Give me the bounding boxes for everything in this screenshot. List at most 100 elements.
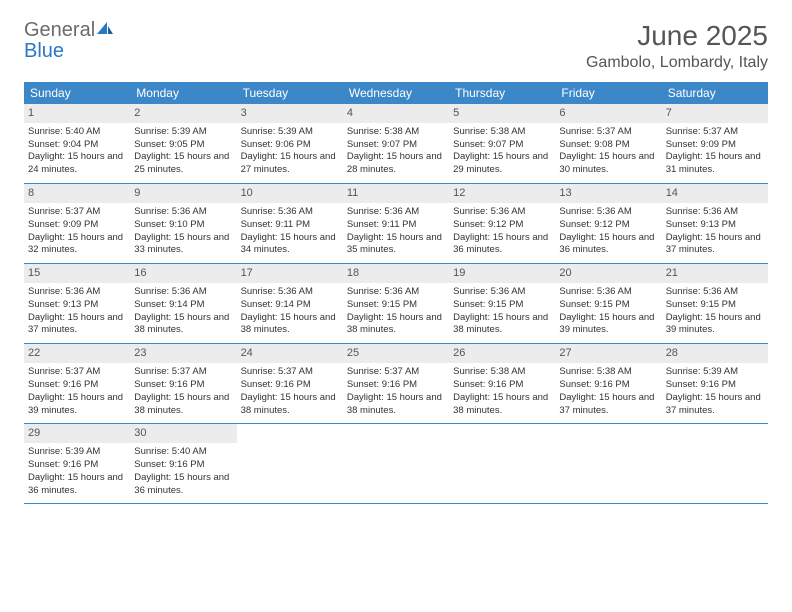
day-daylight: Daylight: 15 hours and 38 minutes. bbox=[347, 312, 445, 338]
weekday-header: Saturday bbox=[662, 82, 768, 104]
calendar-day: 30Sunrise: 5:40 AMSunset: 9:16 PMDayligh… bbox=[130, 424, 236, 503]
title-block: June 2025 Gambolo, Lombardy, Italy bbox=[586, 20, 768, 72]
day-daylight: Daylight: 15 hours and 37 minutes. bbox=[666, 232, 764, 258]
weekday-header: Thursday bbox=[449, 82, 555, 104]
day-sunset: Sunset: 9:16 PM bbox=[666, 379, 764, 392]
day-daylight: Daylight: 15 hours and 38 minutes. bbox=[241, 312, 339, 338]
calendar-week: 29Sunrise: 5:39 AMSunset: 9:16 PMDayligh… bbox=[24, 424, 768, 504]
calendar-day: 1Sunrise: 5:40 AMSunset: 9:04 PMDaylight… bbox=[24, 104, 130, 183]
day-number: 29 bbox=[24, 424, 130, 443]
day-sunrise: Sunrise: 5:36 AM bbox=[559, 206, 657, 219]
day-sunset: Sunset: 9:16 PM bbox=[28, 459, 126, 472]
calendar: Sunday Monday Tuesday Wednesday Thursday… bbox=[24, 82, 768, 504]
calendar-day: 8 Sunrise: 5:37 AMSunset: 9:09 PMDaylight… bbox=[24, 184, 130, 263]
day-number: 14 bbox=[662, 184, 768, 203]
weekday-header: Sunday bbox=[24, 82, 130, 104]
day-daylight: Daylight: 15 hours and 39 minutes. bbox=[559, 312, 657, 338]
calendar-day: 3Sunrise: 5:39 AMSunset: 9:06 PMDaylight… bbox=[237, 104, 343, 183]
calendar-week: 1Sunrise: 5:40 AMSunset: 9:04 PMDaylight… bbox=[24, 104, 768, 184]
calendar-day: 15Sunrise: 5:36 AMSunset: 9:13 PMDayligh… bbox=[24, 264, 130, 343]
day-sunset: Sunset: 9:16 PM bbox=[241, 379, 339, 392]
calendar-day-empty bbox=[343, 424, 449, 503]
day-daylight: Daylight: 15 hours and 39 minutes. bbox=[666, 312, 764, 338]
day-sunrise: Sunrise: 5:36 AM bbox=[134, 286, 232, 299]
weekday-header: Tuesday bbox=[237, 82, 343, 104]
day-daylight: Daylight: 15 hours and 38 minutes. bbox=[134, 392, 232, 418]
day-number: 12 bbox=[449, 184, 555, 203]
day-sunset: Sunset: 9:16 PM bbox=[559, 379, 657, 392]
calendar-day: 9Sunrise: 5:36 AMSunset: 9:10 PMDaylight… bbox=[130, 184, 236, 263]
month-title: June 2025 bbox=[586, 20, 768, 52]
day-number: 13 bbox=[555, 184, 661, 203]
day-daylight: Daylight: 15 hours and 36 minutes. bbox=[453, 232, 551, 258]
calendar-day-empty bbox=[449, 424, 555, 503]
day-sunrise: Sunrise: 5:37 AM bbox=[28, 206, 126, 219]
day-sunrise: Sunrise: 5:36 AM bbox=[241, 286, 339, 299]
day-number: 25 bbox=[343, 344, 449, 363]
calendar-day: 13Sunrise: 5:36 AMSunset: 9:12 PMDayligh… bbox=[555, 184, 661, 263]
day-sunset: Sunset: 9:14 PM bbox=[134, 299, 232, 312]
day-sunrise: Sunrise: 5:39 AM bbox=[666, 366, 764, 379]
day-sunrise: Sunrise: 5:37 AM bbox=[28, 366, 126, 379]
calendar-week: 15Sunrise: 5:36 AMSunset: 9:13 PMDayligh… bbox=[24, 264, 768, 344]
day-sunset: Sunset: 9:16 PM bbox=[28, 379, 126, 392]
calendar-day: 7Sunrise: 5:37 AMSunset: 9:09 PMDaylight… bbox=[662, 104, 768, 183]
calendar-day: 10Sunrise: 5:36 AMSunset: 9:11 PMDayligh… bbox=[237, 184, 343, 263]
day-sunset: Sunset: 9:15 PM bbox=[666, 299, 764, 312]
day-sunrise: Sunrise: 5:39 AM bbox=[241, 126, 339, 139]
day-daylight: Daylight: 15 hours and 32 minutes. bbox=[28, 232, 126, 258]
day-sunset: Sunset: 9:15 PM bbox=[347, 299, 445, 312]
day-sunrise: Sunrise: 5:37 AM bbox=[666, 126, 764, 139]
day-daylight: Daylight: 15 hours and 36 minutes. bbox=[559, 232, 657, 258]
day-sunset: Sunset: 9:16 PM bbox=[347, 379, 445, 392]
calendar-day: 27Sunrise: 5:38 AMSunset: 9:16 PMDayligh… bbox=[555, 344, 661, 423]
day-daylight: Daylight: 15 hours and 35 minutes. bbox=[347, 232, 445, 258]
day-number: 3 bbox=[237, 104, 343, 123]
day-sunrise: Sunrise: 5:36 AM bbox=[347, 206, 445, 219]
calendar-day: 26Sunrise: 5:38 AMSunset: 9:16 PMDayligh… bbox=[449, 344, 555, 423]
day-number: 30 bbox=[130, 424, 236, 443]
day-daylight: Daylight: 15 hours and 37 minutes. bbox=[666, 392, 764, 418]
day-sunrise: Sunrise: 5:36 AM bbox=[241, 206, 339, 219]
day-sunrise: Sunrise: 5:40 AM bbox=[134, 446, 232, 459]
day-sunrise: Sunrise: 5:37 AM bbox=[241, 366, 339, 379]
calendar-day: 18Sunrise: 5:36 AMSunset: 9:15 PMDayligh… bbox=[343, 264, 449, 343]
day-number: 16 bbox=[130, 264, 236, 283]
calendar-day: 16Sunrise: 5:36 AMSunset: 9:14 PMDayligh… bbox=[130, 264, 236, 343]
day-sunrise: Sunrise: 5:40 AM bbox=[28, 126, 126, 139]
day-sunset: Sunset: 9:08 PM bbox=[559, 139, 657, 152]
day-sunrise: Sunrise: 5:38 AM bbox=[453, 366, 551, 379]
day-sunset: Sunset: 9:07 PM bbox=[453, 139, 551, 152]
logo-text-gray: General bbox=[24, 19, 95, 41]
weekday-header-row: Sunday Monday Tuesday Wednesday Thursday… bbox=[24, 82, 768, 104]
day-sunset: Sunset: 9:04 PM bbox=[28, 139, 126, 152]
day-number: 7 bbox=[662, 104, 768, 123]
weekday-header: Wednesday bbox=[343, 82, 449, 104]
day-number: 8 bbox=[24, 184, 130, 203]
day-number: 5 bbox=[449, 104, 555, 123]
calendar-week: 8Sunrise: 5:37 AMSunset: 9:09 PMDaylight… bbox=[24, 184, 768, 264]
day-sunset: Sunset: 9:06 PM bbox=[241, 139, 339, 152]
calendar-day-empty bbox=[555, 424, 661, 503]
logo-text-blue: Blue bbox=[24, 40, 64, 62]
day-sunset: Sunset: 9:07 PM bbox=[347, 139, 445, 152]
day-sunset: Sunset: 9:11 PM bbox=[241, 219, 339, 232]
logo: General Blue bbox=[24, 20, 115, 62]
day-number: 23 bbox=[130, 344, 236, 363]
day-sunrise: Sunrise: 5:38 AM bbox=[347, 126, 445, 139]
day-sunset: Sunset: 9:14 PM bbox=[241, 299, 339, 312]
day-sunrise: Sunrise: 5:36 AM bbox=[559, 286, 657, 299]
day-daylight: Daylight: 15 hours and 36 minutes. bbox=[28, 472, 126, 498]
day-number: 27 bbox=[555, 344, 661, 363]
day-daylight: Daylight: 15 hours and 38 minutes. bbox=[241, 392, 339, 418]
calendar-day: 29Sunrise: 5:39 AMSunset: 9:16 PMDayligh… bbox=[24, 424, 130, 503]
day-number: 4 bbox=[343, 104, 449, 123]
day-daylight: Daylight: 15 hours and 31 minutes. bbox=[666, 151, 764, 177]
calendar-day: 25Sunrise: 5:37 AMSunset: 9:16 PMDayligh… bbox=[343, 344, 449, 423]
day-daylight: Daylight: 15 hours and 24 minutes. bbox=[28, 151, 126, 177]
day-sunset: Sunset: 9:09 PM bbox=[28, 219, 126, 232]
calendar-day: 24Sunrise: 5:37 AMSunset: 9:16 PMDayligh… bbox=[237, 344, 343, 423]
day-daylight: Daylight: 15 hours and 39 minutes. bbox=[28, 392, 126, 418]
calendar-day: 22Sunrise: 5:37 AMSunset: 9:16 PMDayligh… bbox=[24, 344, 130, 423]
day-daylight: Daylight: 15 hours and 29 minutes. bbox=[453, 151, 551, 177]
